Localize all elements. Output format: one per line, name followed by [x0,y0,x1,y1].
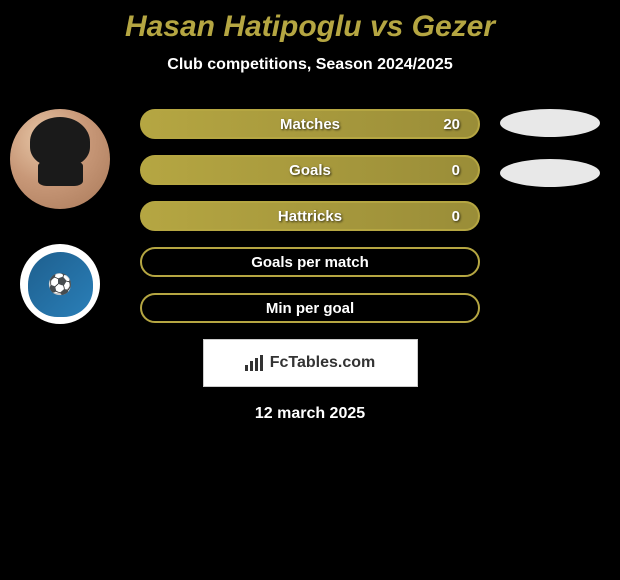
stat-bar-hattricks: Hattricks 0 [140,201,480,231]
date-text: 12 march 2025 [0,405,620,423]
right-indicator-1 [500,109,600,137]
stat-label: Matches [280,116,340,133]
club-badge [20,244,100,324]
stat-bar-matches: Matches 20 [140,109,480,139]
player-avatar [10,109,110,209]
stats-column: Matches 20 Goals 0 Hattricks 0 Goals per… [140,109,480,323]
stat-value: 0 [452,162,460,179]
stat-bar-goals-per-match: Goals per match [140,247,480,277]
comparison-subtitle: Club competitions, Season 2024/2025 [0,56,620,74]
brand-badge: FcTables.com [203,339,418,387]
stat-label: Goals [289,162,331,179]
stat-label: Min per goal [266,300,354,317]
stat-value: 20 [443,116,460,133]
brand-text: FcTables.com [270,354,376,372]
comparison-title: Hasan Hatipoglu vs Gezer [0,10,620,44]
right-indicator-2 [500,159,600,187]
stat-bar-goals: Goals 0 [140,155,480,185]
chart-icon [245,355,265,371]
stat-bar-min-per-goal: Min per goal [140,293,480,323]
stat-label: Goals per match [251,254,369,271]
comparison-area: Matches 20 Goals 0 Hattricks 0 Goals per… [0,109,620,323]
stat-label: Hattricks [278,208,342,225]
stat-value: 0 [452,208,460,225]
